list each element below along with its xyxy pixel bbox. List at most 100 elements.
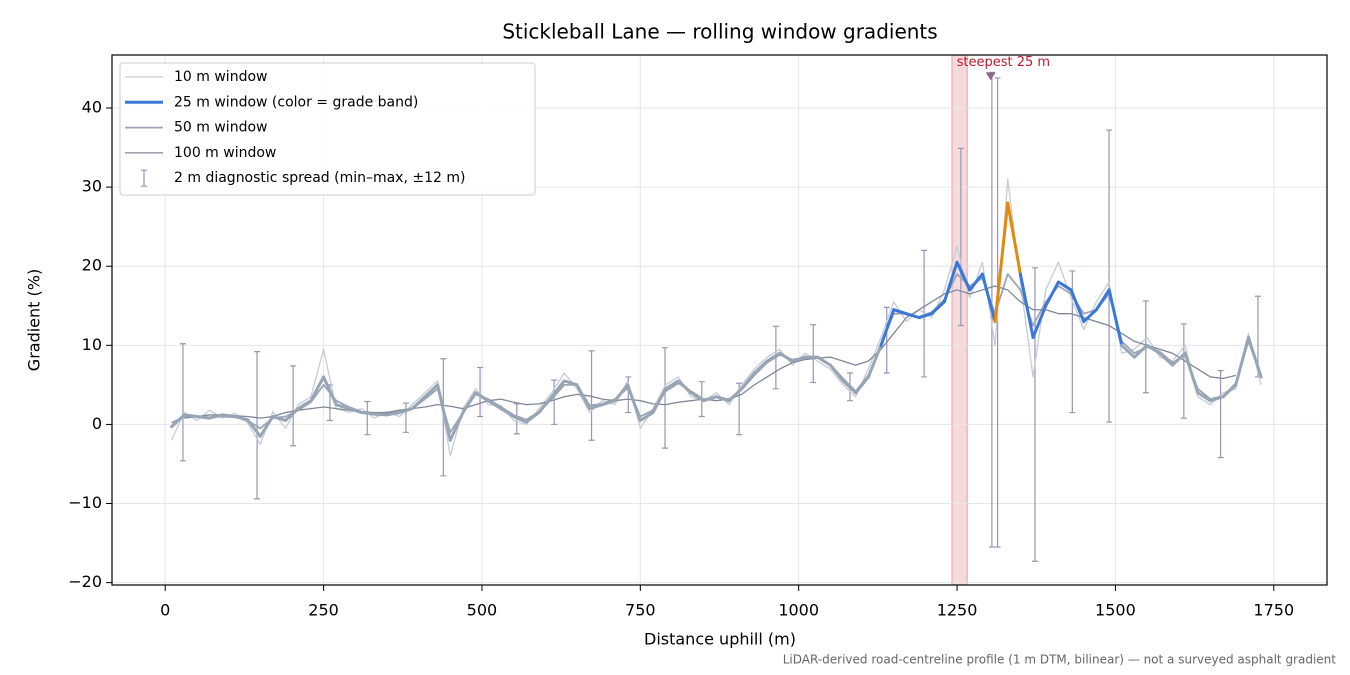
line-segment <box>1196 391 1212 403</box>
line-segment <box>980 272 997 324</box>
line-segment <box>220 413 237 419</box>
error-bar <box>364 400 371 436</box>
line-segment <box>828 363 845 383</box>
x-tick-label: 250 <box>308 601 339 620</box>
error-bar <box>179 343 186 462</box>
line-segment <box>1056 280 1073 292</box>
line-segment <box>866 343 883 379</box>
line-segment <box>714 395 731 403</box>
line-segment <box>486 399 503 411</box>
line-segment <box>334 403 351 411</box>
line-segment <box>1018 272 1035 339</box>
line-segment <box>879 308 896 347</box>
line-segment <box>930 300 946 316</box>
line-segment <box>436 383 452 442</box>
legend-label: 10 m window <box>174 69 267 85</box>
line-segment <box>195 415 212 420</box>
legend-box <box>119 62 536 196</box>
line-segment <box>1132 343 1149 359</box>
line-segment <box>1221 383 1238 399</box>
line-segment <box>740 371 756 391</box>
line-segment <box>1183 351 1200 395</box>
line-segment <box>702 395 718 403</box>
x-tick-label: 1250 <box>937 601 978 620</box>
line-segment <box>208 413 224 420</box>
annotation-marker <box>985 72 996 81</box>
line-segment <box>1170 351 1187 367</box>
line-segment <box>258 415 275 438</box>
chart-title: Stickleball Lane — rolling window gradie… <box>502 20 937 44</box>
x-tick-label: 1750 <box>1253 601 1294 620</box>
line-segment <box>562 379 579 387</box>
error-bar <box>254 351 261 500</box>
error-bar <box>1106 129 1113 423</box>
line-segment <box>651 387 668 415</box>
line-segment <box>182 413 199 419</box>
line-segment <box>1120 343 1136 359</box>
y-tick-label: 0 <box>92 414 102 433</box>
line-segment <box>410 395 427 411</box>
highlight-span <box>951 55 968 585</box>
line-segment <box>233 415 250 422</box>
line-segment <box>689 391 706 403</box>
line-segment <box>588 403 604 411</box>
plot-frame <box>111 54 1328 586</box>
line-segment <box>854 375 870 395</box>
line-segment <box>524 411 541 424</box>
line-segment <box>1069 288 1086 324</box>
legend-label: 2 m diagnostic spread (min–max, ±12 m) <box>174 170 465 186</box>
line-segment <box>626 383 642 422</box>
line-segment <box>360 411 376 416</box>
error-bar <box>921 249 928 378</box>
line-segment <box>664 379 680 391</box>
x-tick-label: 1500 <box>1095 601 1136 620</box>
error-bar <box>290 365 297 447</box>
y-tick-label: 20 <box>82 256 102 275</box>
line-segment <box>385 411 402 417</box>
y-axis-label: Gradient (%) <box>25 269 44 371</box>
line-segment <box>512 415 528 424</box>
line-segment <box>322 375 338 407</box>
legend-label: 100 m window <box>174 145 276 161</box>
x-tick-label: 750 <box>625 601 656 620</box>
error-bar <box>1180 323 1187 419</box>
line-segment <box>170 413 186 429</box>
line-segment <box>765 351 782 363</box>
error-bar <box>957 147 964 327</box>
line-segment <box>1094 288 1111 312</box>
line-segment <box>499 407 516 419</box>
line-segment <box>613 383 630 403</box>
line-segment <box>676 379 693 395</box>
error-bar <box>477 366 484 418</box>
line-segment <box>1246 335 1263 379</box>
line-segment <box>942 260 959 304</box>
line-segment <box>917 312 934 320</box>
error-bar <box>662 347 669 449</box>
x-tick-label: 0 <box>160 601 170 620</box>
line-segment <box>461 391 478 415</box>
line-segment <box>790 355 807 363</box>
y-tick-label: 30 <box>82 177 102 196</box>
line-segment <box>892 308 908 316</box>
line-segment <box>1082 308 1098 324</box>
x-tick-label: 1000 <box>778 601 819 620</box>
x-tick-label: 500 <box>467 601 498 620</box>
x-axis-label: Distance uphill (m) <box>644 630 796 649</box>
line-segment <box>271 415 288 422</box>
legend-swatch <box>141 169 147 187</box>
line-segment <box>575 383 592 411</box>
error-bar <box>810 324 817 384</box>
line-segment <box>246 418 262 438</box>
line-segment <box>550 379 566 399</box>
error-bar <box>883 306 890 374</box>
line-segment <box>372 412 389 417</box>
line-segment <box>284 407 300 422</box>
line-segment <box>474 391 490 403</box>
line-segment <box>841 379 858 395</box>
line-segment <box>778 351 794 363</box>
error-bar <box>551 379 558 426</box>
line-segment <box>1158 351 1174 367</box>
line-segment <box>537 395 554 415</box>
line-segment <box>955 260 972 292</box>
line-segment <box>1145 343 1162 355</box>
